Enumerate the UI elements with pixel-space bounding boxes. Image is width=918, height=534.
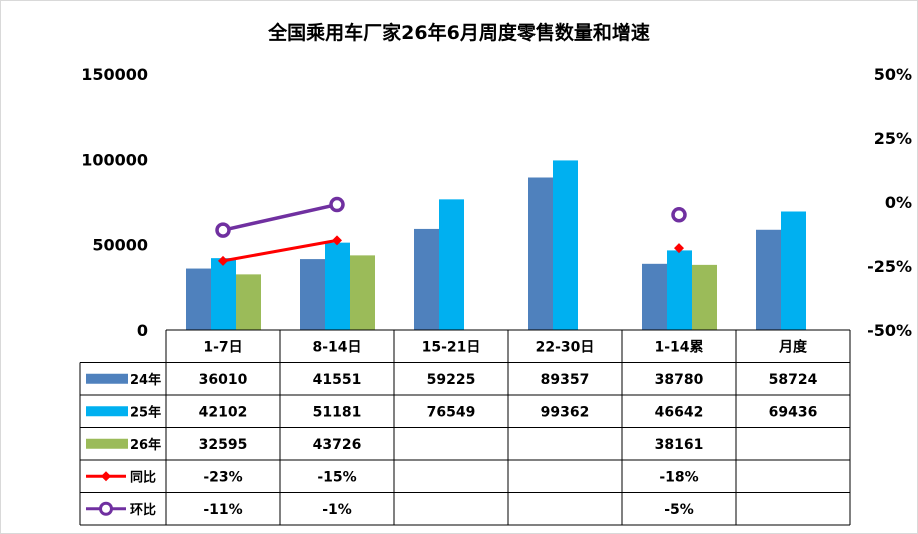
table-cell: -1%	[322, 502, 352, 518]
table-cell: 43726	[313, 437, 362, 453]
legend-key-25年	[86, 406, 128, 417]
legend-key-24年	[86, 373, 128, 384]
table-cell: -23%	[203, 469, 242, 485]
table-cell: 42102	[199, 404, 248, 420]
marker-环比	[215, 222, 231, 238]
marker-环比	[329, 196, 345, 213]
table-cell: -15%	[317, 469, 356, 485]
right-axis-tick-label: -50%	[867, 321, 912, 340]
legend-label-25年: 25年	[130, 404, 161, 420]
bar-24年	[642, 263, 667, 330]
table-cell: 99362	[541, 404, 590, 420]
marker-同比	[332, 235, 342, 246]
left-axis-tick-label: 150000	[81, 65, 148, 84]
table-cell: 58724	[769, 372, 818, 388]
bar-24年	[528, 177, 553, 330]
marker-环比	[671, 207, 687, 223]
table-cell: 51181	[313, 404, 362, 420]
table-cell: 15-21日	[422, 339, 481, 355]
left-axis-tick-label: 50000	[92, 236, 148, 255]
bar-24年	[414, 228, 439, 330]
table-cell: 89357	[541, 372, 590, 388]
legend-label-环比: 环比	[130, 502, 156, 518]
bar-25年	[325, 242, 350, 330]
bar-26年	[692, 264, 717, 330]
right-axis-tick-label: 25%	[874, 129, 912, 148]
bar-25年	[211, 258, 236, 330]
table-cell: 76549	[427, 404, 476, 420]
table-cell: -18%	[659, 469, 698, 485]
legend-label-24年: 24年	[130, 372, 161, 388]
legend-marker-环比	[99, 501, 113, 516]
left-axis-tick-label: 0	[137, 321, 148, 340]
table-cell: 46642	[655, 404, 704, 420]
bar-25年	[439, 199, 464, 330]
bar-25年	[781, 211, 806, 330]
legend-label-26年: 26年	[130, 437, 161, 453]
table-cell: 69436	[769, 404, 818, 420]
marker-同比	[674, 243, 684, 254]
chart-title: 全国乘用车厂家26年6月周度零售数量和增速	[268, 22, 650, 44]
line-环比	[222, 202, 338, 232]
table-cell: 22-30日	[536, 339, 595, 355]
table-cell: 32595	[199, 437, 248, 453]
bar-24年	[300, 259, 325, 330]
table-cell: -5%	[664, 502, 694, 518]
right-axis-tick-label: 50%	[874, 65, 912, 84]
bar-24年	[186, 268, 211, 330]
bar-25年	[667, 250, 692, 330]
table-cell: 1-14累	[654, 339, 703, 355]
table-cell: -11%	[203, 502, 242, 518]
table-cell: 41551	[313, 372, 362, 388]
table-cell: 8-14日	[312, 339, 361, 355]
legend-label-同比: 同比	[130, 469, 156, 485]
table-cell: 1-7日	[203, 339, 242, 355]
legend-key-26年	[86, 438, 128, 449]
line-同比	[222, 238, 338, 263]
table-cell: 36010	[199, 372, 248, 388]
table-cell: 59225	[427, 372, 476, 388]
marker-同比	[218, 255, 228, 266]
bar-24年	[756, 229, 781, 330]
right-axis-tick-label: -25%	[867, 257, 912, 276]
table-cell: 38780	[655, 372, 704, 388]
table-cell: 38161	[655, 437, 704, 453]
left-axis-tick-label: 100000	[81, 150, 148, 169]
legend-marker-同比	[101, 471, 111, 482]
right-axis-tick-label: 0%	[885, 193, 912, 212]
bar-25年	[553, 160, 578, 330]
bar-26年	[236, 274, 261, 330]
bar-26年	[350, 255, 375, 330]
table-cell: 月度	[778, 338, 808, 355]
